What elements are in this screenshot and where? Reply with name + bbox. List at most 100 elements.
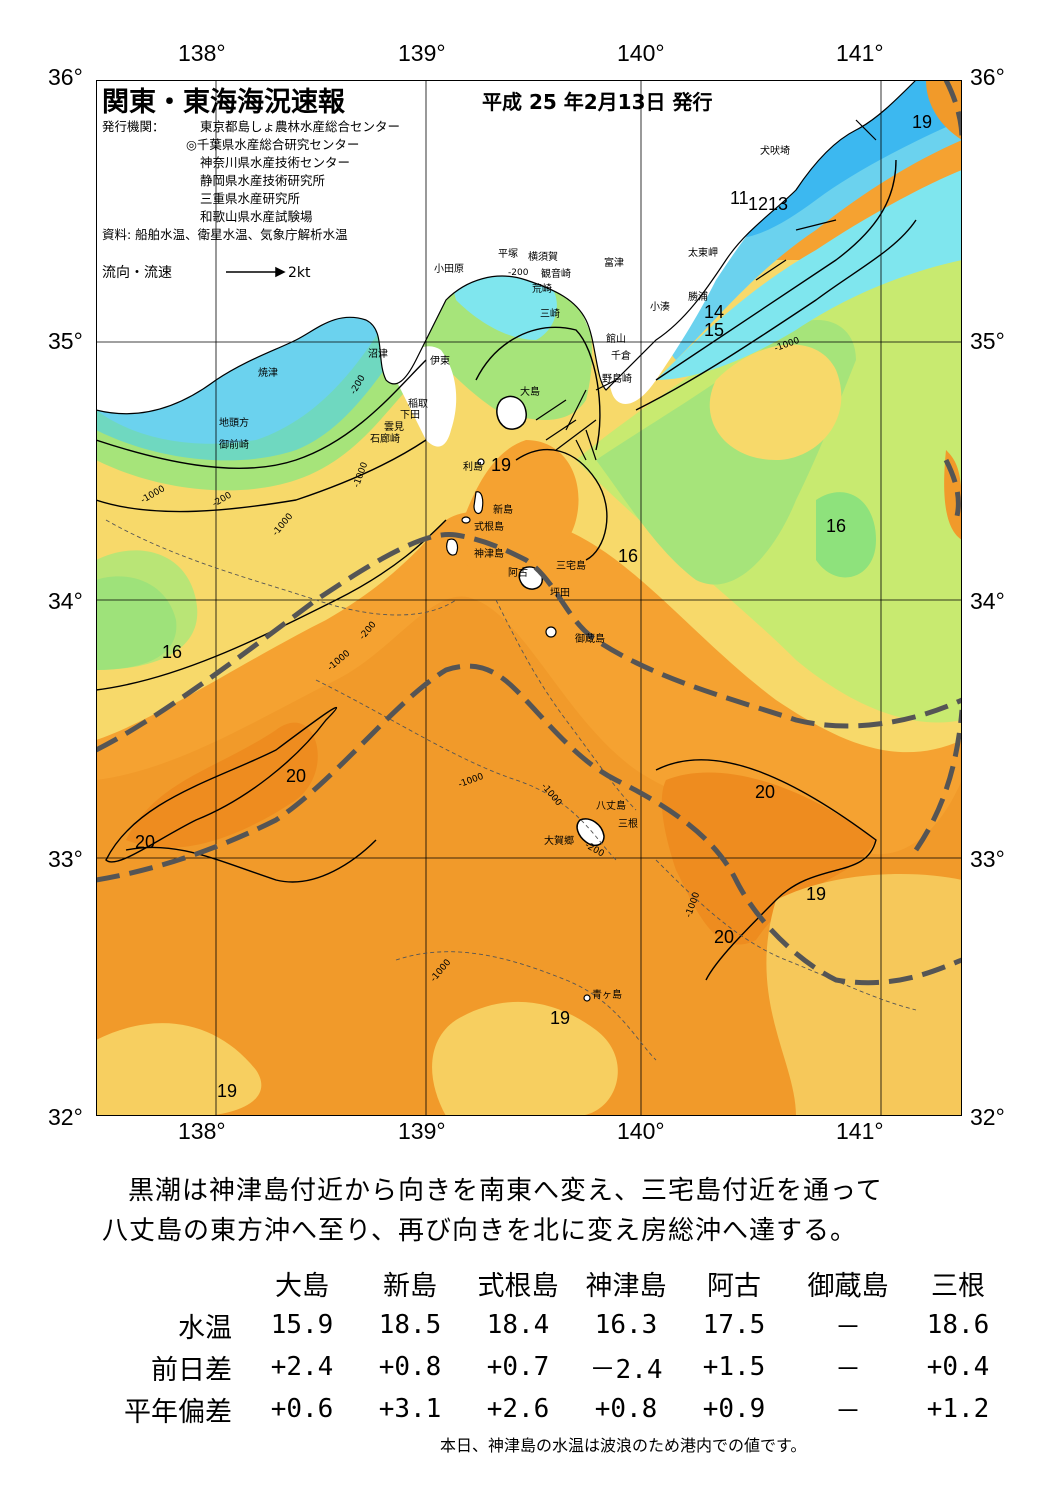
island-shikinejima — [461, 516, 471, 524]
place-yaizu: 焼津 — [258, 368, 278, 379]
place-omaezaki: 御前崎 — [219, 440, 249, 451]
place-mitsune: 三根 — [618, 819, 638, 830]
lat-label-35-right: 35° — [970, 328, 1005, 354]
lat-label-32-right: 32° — [970, 1104, 1005, 1130]
table-cell: － — [834, 1396, 861, 1427]
lat-label-34-left: 34° — [48, 588, 83, 614]
table-row: 平年偏差 +0.6 +3.1 +2.6 +0.8 +0.9 － +1.2 — [100, 1388, 1008, 1430]
place-hachijojima: 八丈島 — [596, 801, 626, 812]
map-title: 関東・東海海況速報 — [102, 87, 345, 118]
isotherm-label-19-aogashima: 19 — [550, 1008, 571, 1028]
place-jitogata: 地頭方 — [219, 418, 249, 429]
lat-label-36-right: 36° — [970, 64, 1005, 90]
current-arrows — [535, 119, 877, 461]
table-cell: 18.4 — [486, 1310, 550, 1340]
place-irozaki: 石廊崎 — [370, 434, 400, 445]
isotherm-label-19-ne: 19 — [912, 112, 933, 132]
table-corner — [100, 1262, 248, 1304]
depth-label: -200 — [508, 268, 529, 278]
isotherm-label-14: 14 — [704, 302, 725, 322]
place-misaki: 三崎 — [540, 309, 560, 320]
row-label: 水温 — [178, 1312, 232, 1344]
table-cell: 15.9 — [270, 1310, 334, 1340]
place-okago: 大賀郷 — [544, 836, 574, 847]
publisher-2: ◎千葉県水産総合研究センター — [186, 137, 360, 152]
place-taitomisaki: 太東岬 — [688, 248, 718, 259]
table-cell: +0.8 — [594, 1394, 658, 1424]
publisher-label: 発行機関： — [102, 119, 165, 134]
publisher-4: 静岡県水産技術研究所 — [200, 173, 326, 188]
place-mikurajima: 御蔵島 — [575, 634, 605, 645]
place-tateyama: 館山 — [606, 334, 626, 345]
lon-label-140-bottom: 140° — [617, 1118, 665, 1144]
kuroshio-warm-core — [96, 596, 962, 1116]
yellow-patch-east — [766, 874, 962, 1116]
observation-note: 本日、神津島の水温は波浪のため港内での値です。 — [440, 1436, 807, 1455]
table-cell: +0.9 — [702, 1394, 766, 1424]
row-label: 平年偏差 — [124, 1396, 232, 1428]
place-katsuura: 勝浦 — [688, 292, 708, 303]
place-shikinejima: 式根島 — [474, 522, 504, 533]
row-label: 前日差 — [151, 1354, 232, 1386]
place-oshima: 大島 — [520, 387, 540, 398]
island-toshima — [477, 458, 485, 466]
place-niijima: 新島 — [493, 505, 513, 516]
island-aogashima — [583, 994, 591, 1002]
warm-core-20b — [661, 772, 876, 945]
publisher-1: 東京都島しょ農林水産総合センター — [200, 119, 401, 134]
lon-label-138-bottom: 138° — [178, 1118, 226, 1144]
station-header: 御蔵島 — [807, 1270, 889, 1302]
lon-label-139-top: 139° — [398, 40, 446, 66]
station-header: 阿古 — [707, 1270, 761, 1302]
coastline — [96, 80, 917, 415]
publisher-6: 和歌山県水産試験場 — [200, 209, 313, 224]
lat-label-33-left: 33° — [48, 846, 83, 872]
place-numazu: 沼津 — [368, 349, 388, 360]
warm-core-20a — [126, 722, 318, 848]
depth-contours — [105, 519, 917, 1061]
table-cell: +0.7 — [486, 1352, 550, 1382]
place-toshima: 利島 — [463, 462, 483, 473]
station-header: 神津島 — [585, 1270, 667, 1302]
isotherm-label-13: 13 — [768, 194, 789, 214]
data-source: 資料: 船舶水温、衛星水温、気象庁解析水温 — [102, 227, 348, 242]
table-row: 水温 15.9 18.5 18.4 16.3 17.5 － 18.6 — [100, 1304, 1008, 1346]
lat-label-35-left: 35° — [48, 328, 83, 354]
table-cell: 18.6 — [926, 1310, 990, 1340]
publisher-3: 神奈川県水産技術センター — [200, 155, 351, 170]
isotherm-label-16-east: 16 — [826, 516, 847, 536]
place-kannonzaki: 観音崎 — [541, 269, 571, 280]
station-header: 大島 — [275, 1270, 329, 1302]
place-kominato: 小湊 — [650, 302, 670, 313]
yellow-eddy-east — [709, 344, 842, 460]
current-scale-label: 2kt — [288, 265, 311, 281]
isotherm-label-19-toshima: 19 — [491, 455, 512, 475]
place-kumomi: 雲見 — [384, 422, 404, 433]
lon-label-140-top: 140° — [617, 40, 665, 66]
table-row: 前日差 +2.4 +0.8 +0.7 －2.4 +1.5 － +0.4 — [100, 1346, 1008, 1388]
place-arasaki: 荒崎 — [532, 284, 552, 295]
island-mikurajima — [545, 626, 557, 638]
isotherm-label-19-sw: 19 — [217, 1081, 238, 1101]
place-shimoda: 下田 — [400, 410, 420, 421]
place-miyakejima: 三宅島 — [556, 561, 586, 572]
isotherm-label-19-se: 19 — [806, 884, 827, 904]
current-scale-arrow — [226, 266, 286, 278]
publisher-5: 三重県水産研究所 — [200, 191, 301, 206]
place-inubozaki: 犬吠埼 — [760, 146, 790, 157]
green-eddy-16 — [816, 492, 876, 578]
isotherm-label-20-a: 20 — [286, 766, 307, 786]
isotherm-label-16-west: 16 — [162, 642, 183, 662]
lat-label-32-left: 32° — [48, 1104, 83, 1130]
isotherm-lines — [96, 159, 917, 981]
description-line-2: 八丈島の東方沖へ至り、再び向きを北に変え房総沖へ達する。 — [102, 1216, 857, 1246]
table-cell: －2.4 — [589, 1354, 663, 1385]
place-tsubota: 坪田 — [550, 588, 570, 599]
place-ako: 阿古 — [508, 568, 528, 579]
place-ito: 伊東 — [430, 356, 450, 367]
lat-lon-grid — [96, 80, 962, 1116]
place-aogashima: 青ヶ島 — [592, 990, 622, 1001]
lon-label-138-top: 138° — [178, 40, 226, 66]
place-hiratsuka: 平塚 — [498, 249, 518, 260]
sea-temperature-map — [96, 80, 962, 1116]
